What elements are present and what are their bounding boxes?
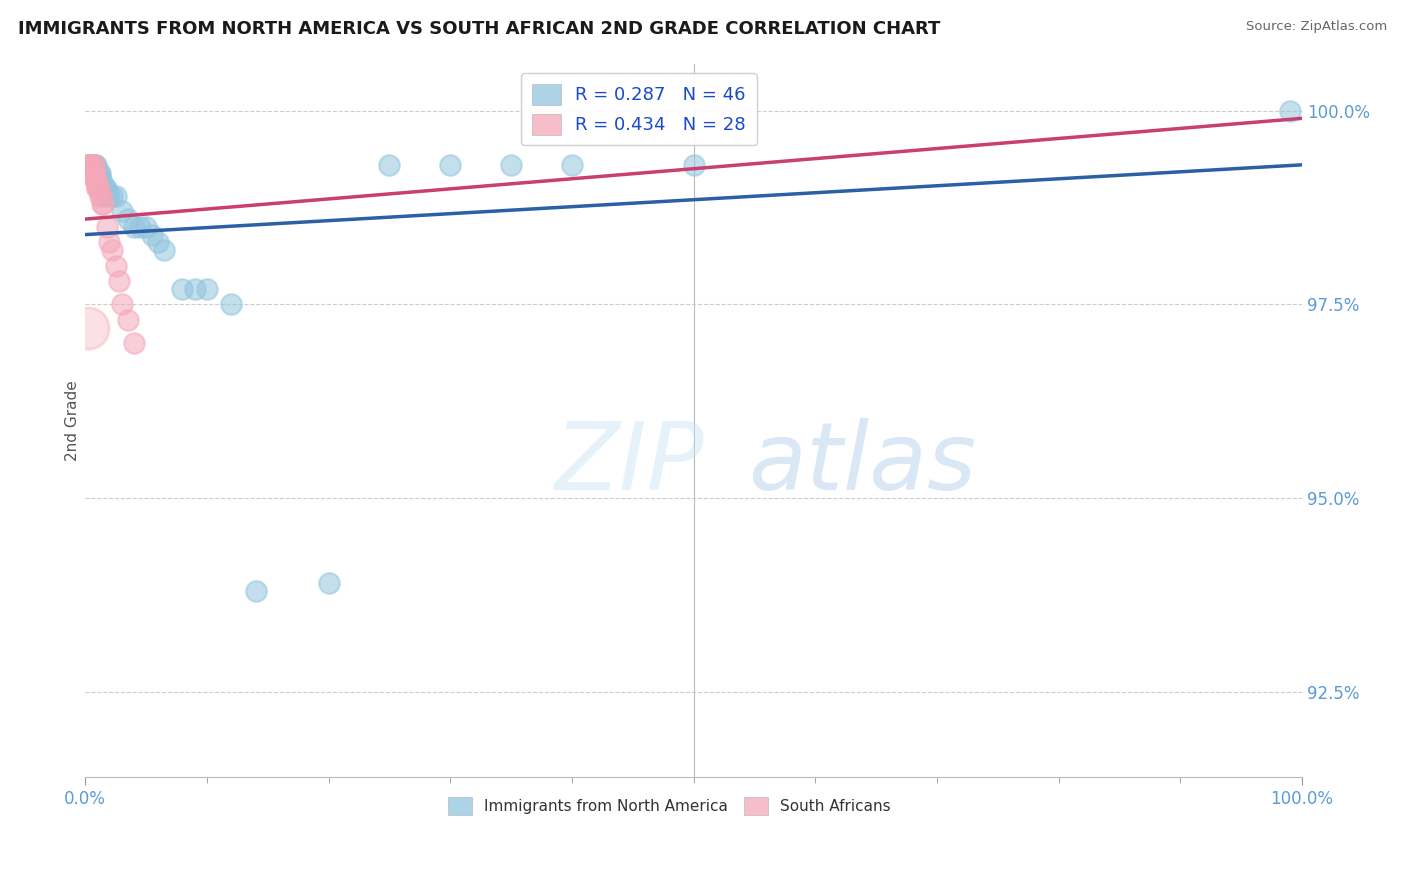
Point <box>111 204 134 219</box>
Point <box>117 313 139 327</box>
Point <box>93 181 115 195</box>
Text: Source: ZipAtlas.com: Source: ZipAtlas.com <box>1247 20 1388 33</box>
Text: atlas: atlas <box>748 418 977 509</box>
Point <box>682 158 704 172</box>
Point <box>83 173 105 187</box>
Point <box>378 158 401 172</box>
Point <box>318 576 340 591</box>
Point <box>90 173 112 187</box>
Point <box>219 297 242 311</box>
Point <box>86 173 108 187</box>
Point <box>1278 103 1301 118</box>
Point <box>122 219 145 234</box>
Point <box>82 158 104 172</box>
Point <box>245 584 267 599</box>
Point <box>80 158 103 172</box>
Point <box>86 165 108 179</box>
Point <box>90 173 112 187</box>
Point <box>82 165 104 179</box>
Point <box>80 165 103 179</box>
Point <box>89 181 111 195</box>
Point <box>83 165 105 179</box>
Point <box>104 259 127 273</box>
Point <box>89 189 111 203</box>
Point <box>117 212 139 227</box>
Point <box>83 158 105 172</box>
Point <box>101 243 124 257</box>
Point <box>76 320 98 334</box>
Point <box>96 189 118 203</box>
Point <box>79 158 101 172</box>
Point <box>561 158 583 172</box>
Point <box>195 282 218 296</box>
Point <box>172 282 194 296</box>
Point <box>80 165 103 179</box>
Point <box>146 235 169 250</box>
Point <box>82 158 104 172</box>
Point <box>91 196 114 211</box>
Point <box>84 173 107 187</box>
Point <box>439 158 461 172</box>
Point <box>83 158 105 172</box>
Point <box>135 219 157 234</box>
Point <box>83 165 105 179</box>
Point <box>84 173 107 187</box>
Point <box>91 181 114 195</box>
Point <box>83 165 105 179</box>
Point <box>87 181 110 195</box>
Point <box>94 181 117 195</box>
Point <box>93 181 115 195</box>
Point <box>79 158 101 172</box>
Point <box>89 165 111 179</box>
Y-axis label: 2nd Grade: 2nd Grade <box>65 380 80 461</box>
Point <box>101 189 124 203</box>
Point <box>86 181 108 195</box>
Legend: Immigrants from North America, South Africans: Immigrants from North America, South Afr… <box>441 791 897 821</box>
Point <box>153 243 176 257</box>
Point <box>90 189 112 203</box>
Point <box>77 158 100 172</box>
Point <box>141 227 163 242</box>
Point <box>129 219 152 234</box>
Point <box>96 219 118 234</box>
Point <box>84 165 107 179</box>
Point <box>122 336 145 351</box>
Point <box>98 189 121 203</box>
Point <box>93 196 115 211</box>
Point <box>83 158 105 172</box>
Point <box>82 158 104 172</box>
Point <box>499 158 522 172</box>
Point <box>86 181 108 195</box>
Point <box>87 165 110 179</box>
Point <box>76 158 98 172</box>
Point <box>183 282 205 296</box>
Text: ZIP: ZIP <box>554 418 703 509</box>
Point <box>76 158 98 172</box>
Point <box>108 274 131 288</box>
Text: IMMIGRANTS FROM NORTH AMERICA VS SOUTH AFRICAN 2ND GRADE CORRELATION CHART: IMMIGRANTS FROM NORTH AMERICA VS SOUTH A… <box>18 20 941 37</box>
Point <box>84 158 107 172</box>
Point <box>111 297 134 311</box>
Point <box>77 158 100 172</box>
Point <box>104 189 127 203</box>
Point <box>98 235 121 250</box>
